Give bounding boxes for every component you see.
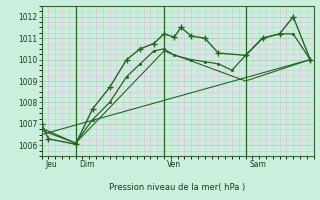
Text: Sam: Sam xyxy=(249,160,266,169)
Text: Pression niveau de la mer( hPa ): Pression niveau de la mer( hPa ) xyxy=(109,183,246,192)
Text: Ven: Ven xyxy=(167,160,181,169)
Text: Jeu: Jeu xyxy=(45,160,57,169)
Text: Dim: Dim xyxy=(79,160,94,169)
